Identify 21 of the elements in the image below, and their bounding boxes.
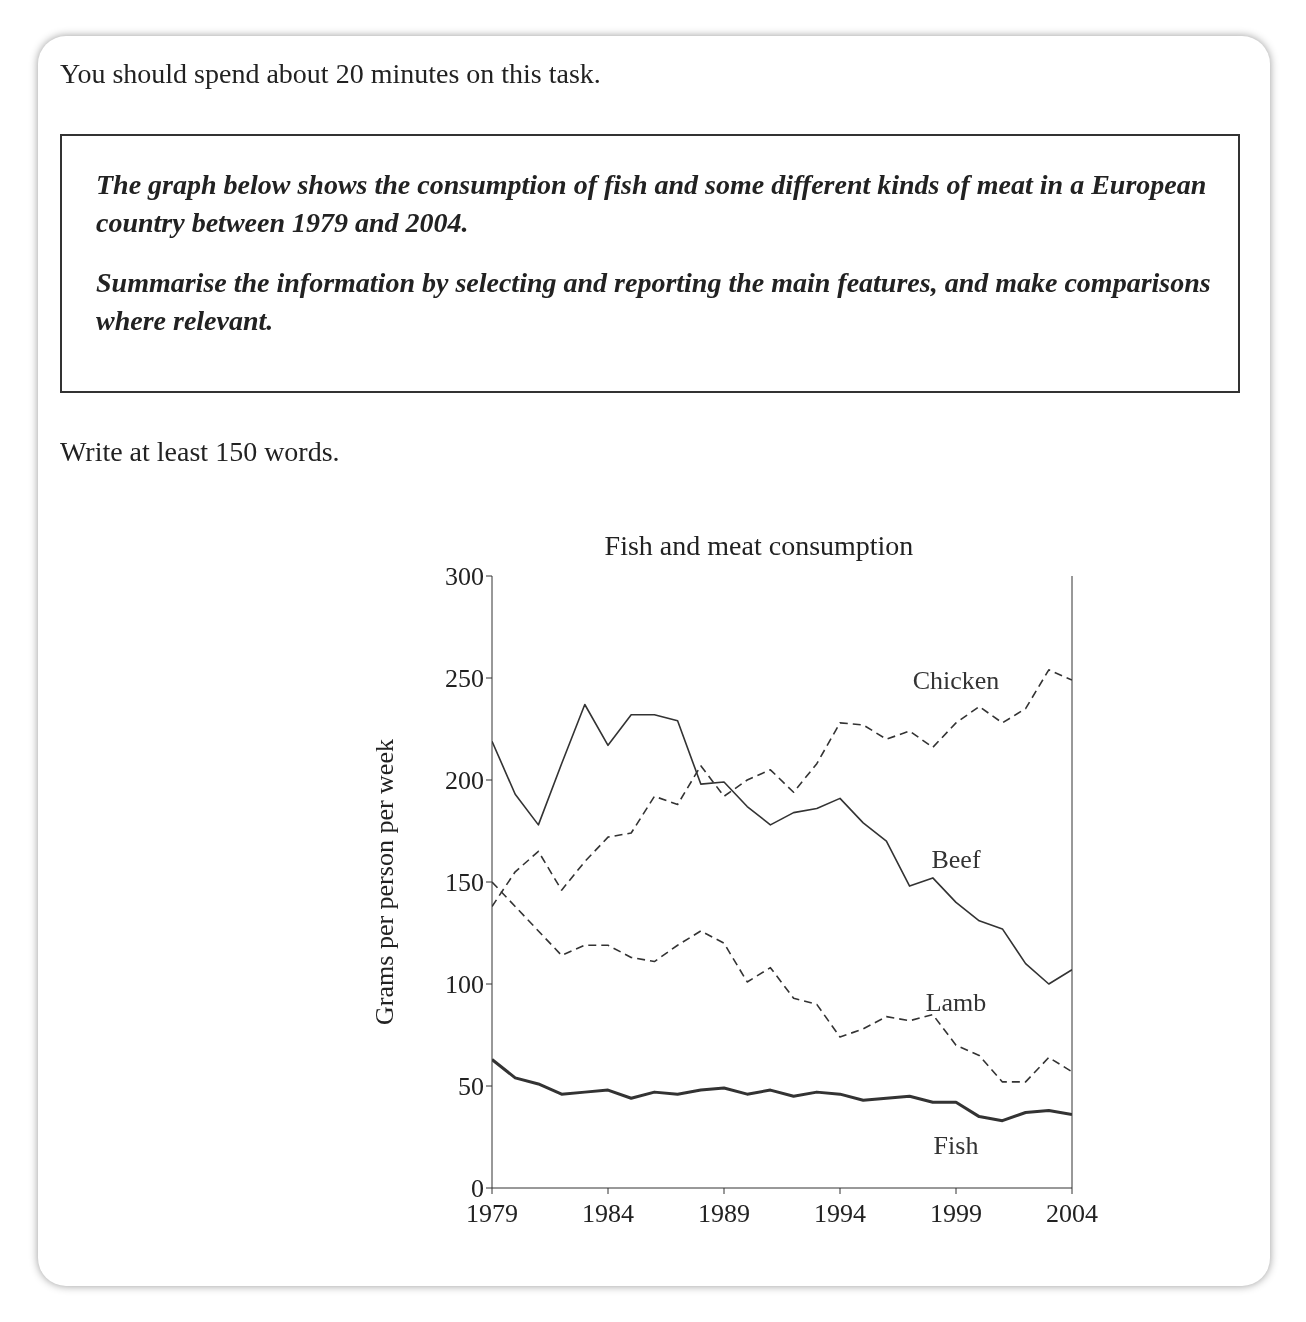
y-tick-label: 200 [445,766,484,796]
chart-title: Fish and meat consumption [603,530,915,562]
text: Summarise the information by selecting and reporting the main features, and make comparisons where relevant. [96,266,1212,338]
y-tick-label: 100 [445,970,484,1000]
x-tick-label: 2004 [1046,1199,1098,1229]
y-tick-label: 50 [458,1072,484,1102]
series-label: Beef [931,845,981,875]
x-tick-label: 1994 [814,1199,866,1229]
series-label: Chicken [912,665,1000,695]
series-label: Fish [933,1131,979,1161]
text: You should spend about 20 minutes on this task. [60,58,601,90]
x-tick-label: 1984 [582,1199,634,1229]
series-label: Lamb [925,988,987,1018]
y-axis-title: Grams per person per week [370,739,400,1025]
x-tick-label: 1999 [930,1199,982,1229]
y-tick-label: 300 [445,562,484,592]
x-tick-label: 1989 [698,1199,750,1229]
text: The graph below shows the consumption of fish and some different kinds of meat in a European country between 1979 and 2004. [96,168,1208,240]
text: Write at least 150 words. [60,436,340,468]
y-tick-label: 150 [445,868,484,898]
y-tick-label: 250 [445,664,484,694]
